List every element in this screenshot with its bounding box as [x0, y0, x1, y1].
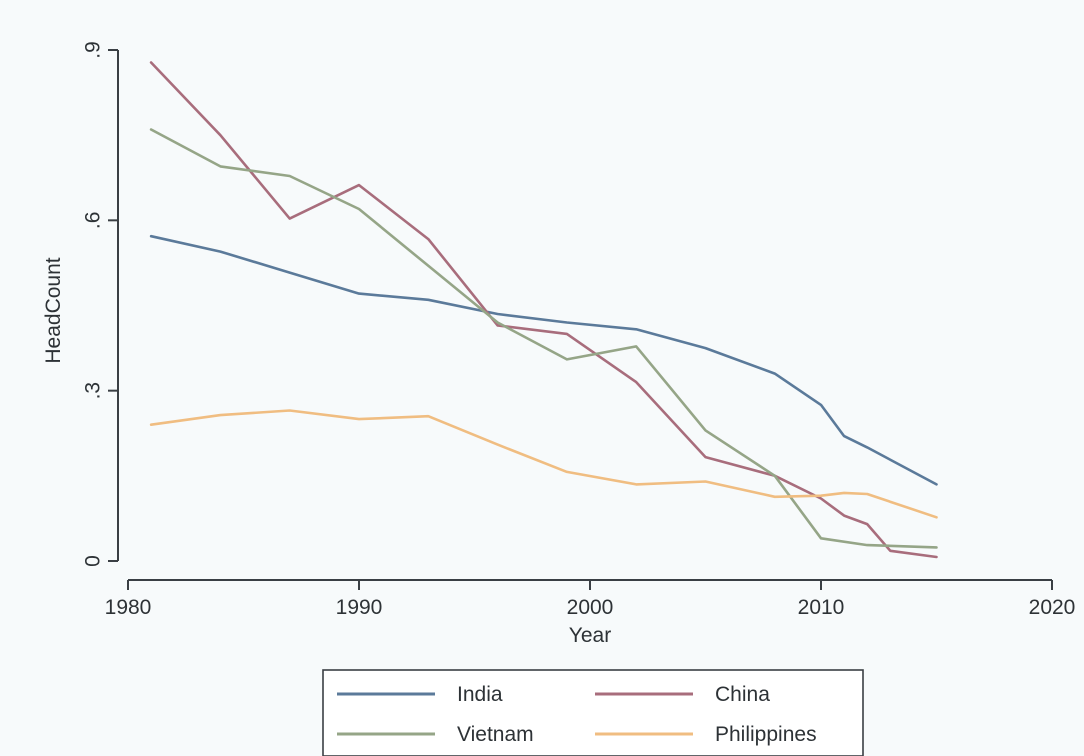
legend: India China Vietnam Philippines [322, 669, 864, 756]
x-tick-label: 2020 [1029, 596, 1076, 619]
y-axis-title: HeadCount [42, 257, 65, 363]
x-tick-label: 2010 [798, 596, 845, 619]
y-tick-label: .6 [82, 212, 105, 230]
x-axis-title: Year [569, 624, 611, 647]
legend-label-china: China [715, 683, 770, 706]
y-tick-label: .9 [82, 41, 105, 59]
axes: 0 .3 .6 .9 1980 1990 2000 2010 2020 Year HeadCount [42, 41, 1075, 647]
legend-label-vietnam: Vietnam [457, 723, 534, 746]
y-tick-label: .3 [82, 382, 105, 400]
legend-box [322, 669, 864, 756]
series-line-philippines [149, 409, 938, 519]
legend-label-philippines: Philippines [715, 723, 817, 746]
legend-label-india: India [457, 683, 503, 706]
series-line-china [149, 61, 938, 559]
x-tick-label: 1980 [105, 596, 152, 619]
x-tick-label: 2000 [567, 596, 614, 619]
series-line-india [149, 234, 938, 486]
series-line-vietnam [149, 128, 938, 549]
x-tick-label: 1990 [336, 596, 383, 619]
y-tick-label: 0 [82, 555, 105, 567]
plot-area [149, 61, 938, 559]
